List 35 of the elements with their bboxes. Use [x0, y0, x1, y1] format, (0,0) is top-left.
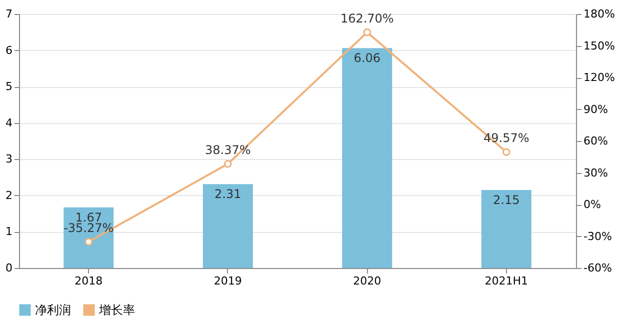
bar	[481, 190, 532, 268]
y-tick-label: 2	[6, 188, 12, 202]
point	[502, 148, 510, 156]
point	[363, 28, 372, 36]
x-tick-label: 2019	[214, 274, 242, 288]
y-tick-label: 1	[6, 225, 12, 238]
y-tick-label: 0	[6, 262, 12, 274]
y2-tick-label: -60%	[584, 262, 612, 274]
x-tick-label: 2018	[74, 274, 103, 288]
y2-tick-label: 150%	[584, 39, 615, 52]
legend-label: 净利润	[35, 303, 71, 317]
y-tick-label: 7	[6, 8, 12, 20]
y-tick-label: 6	[6, 44, 12, 57]
data-label: 2.15	[493, 192, 520, 207]
x-tick-label: 2020	[353, 274, 382, 288]
y-tick-label: 3	[6, 152, 12, 166]
y2-tick-label: -30%	[584, 230, 612, 243]
bar	[342, 48, 392, 268]
data-label: 6.06	[354, 51, 380, 66]
point	[224, 160, 232, 168]
y2-tick-label: 0%	[584, 198, 601, 211]
y2-tick-label: 120%	[584, 71, 615, 84]
y2-tick-label: 30%	[584, 166, 608, 180]
y2-tick-label: 180%	[584, 8, 615, 20]
point	[84, 238, 93, 246]
x-tick-label: 2021H1	[484, 274, 528, 288]
data-label: 2.31	[214, 187, 242, 202]
y-tick-label: 4	[6, 116, 12, 130]
data-label: 162.70%	[340, 11, 394, 26]
y2-tick-label: 90%	[584, 102, 608, 116]
y-tick-label: 5	[6, 80, 12, 94]
y2-tick-label: 60%	[584, 134, 608, 148]
bar	[64, 207, 114, 268]
legend-label: 增长率	[98, 303, 135, 317]
bar	[202, 184, 253, 268]
